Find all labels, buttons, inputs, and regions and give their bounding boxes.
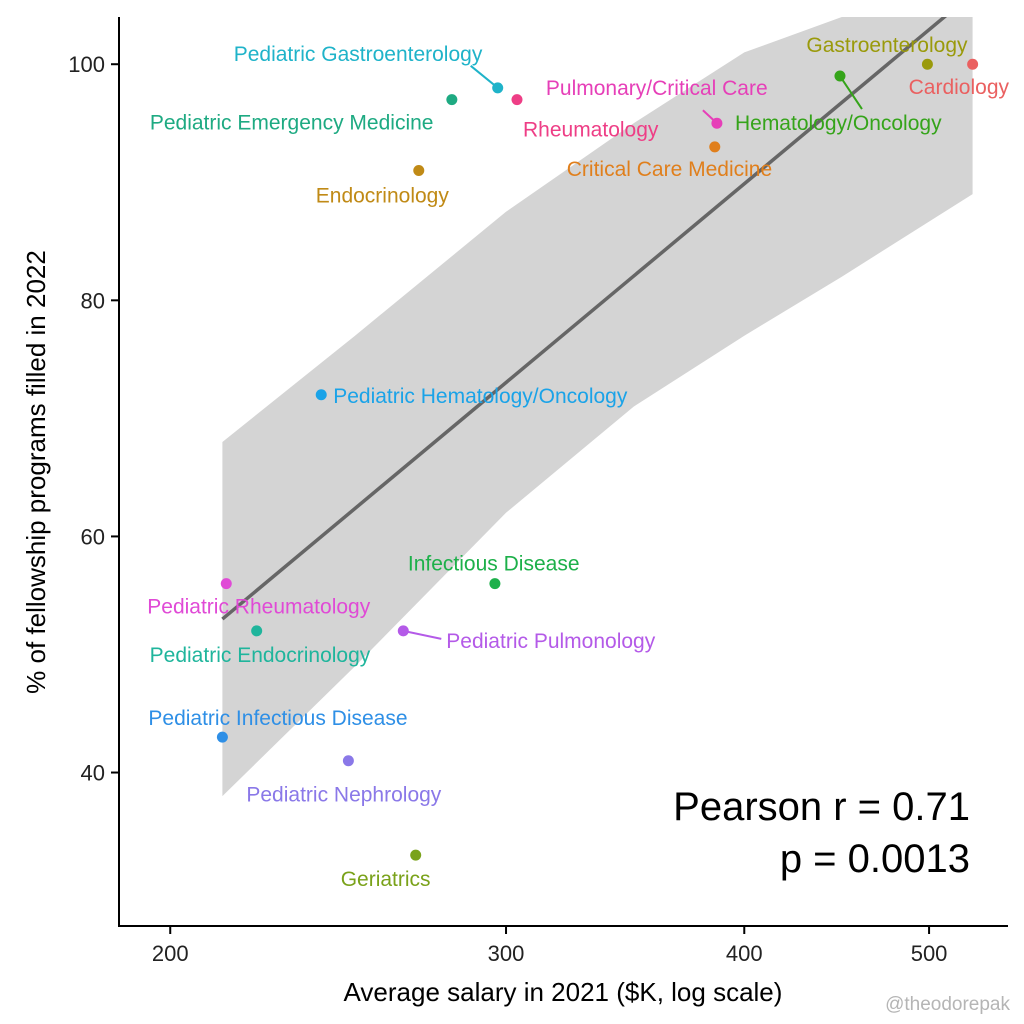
y-tick-label: 40: [81, 761, 105, 786]
data-point: [711, 117, 723, 129]
point-label: Infectious Disease: [408, 553, 580, 576]
point-label: Gastroenterology: [806, 34, 968, 57]
point-label: Pediatric Endocrinology: [150, 644, 371, 667]
p-value-annotation: p = 0.0013: [780, 837, 970, 881]
data-point: [446, 94, 458, 106]
label-leader-line: [839, 75, 863, 110]
y-tick-label: 100: [68, 52, 105, 77]
x-axis-title: Average salary in 2021 ($K, log scale): [344, 977, 783, 1007]
y-ticks-layer: 40 60 80 100: [68, 52, 119, 786]
confidence-band-layer: [222, 17, 973, 797]
point-label: Pediatric Gastroenterology: [234, 43, 483, 66]
data-point: [342, 755, 354, 767]
pearson-r-annotation: Pearson r = 0.71: [673, 785, 970, 829]
x-tick-label: 500: [911, 941, 948, 966]
point-label: Cardiology: [909, 76, 1010, 99]
points-layer: [216, 58, 979, 861]
fit-line-layer: [221, 17, 948, 621]
x-ticks-layer: 200 300 400 500: [152, 926, 948, 966]
data-point: [709, 141, 721, 153]
x-tick-label: 400: [726, 941, 763, 966]
point-label: Rheumatology: [523, 119, 659, 142]
data-point: [216, 731, 228, 743]
label-leader-line: [403, 629, 442, 640]
regression-line: [221, 17, 948, 621]
point-label: Pediatric Emergency Medicine: [150, 112, 434, 135]
credit-text: @theodorepak: [885, 994, 1010, 1015]
confidence-band: [222, 17, 973, 797]
point-label: Endocrinology: [316, 184, 450, 207]
data-point: [492, 82, 504, 94]
data-point: [413, 164, 425, 176]
point-labels-layer: Pediatric Gastroenterology Pediatric Emer…: [147, 34, 1009, 891]
point-label: Critical Care Medicine: [567, 158, 772, 181]
point-label: Pediatric Nephrology: [246, 784, 441, 807]
point-label: Pediatric Pulmonology: [446, 630, 655, 653]
data-point: [489, 578, 501, 590]
data-point: [921, 58, 933, 70]
y-tick-label: 60: [81, 524, 105, 549]
axes: [118, 17, 1008, 927]
data-point: [397, 625, 409, 637]
point-label: Pediatric Rheumatology: [147, 596, 370, 619]
data-point: [511, 94, 523, 106]
data-point: [967, 58, 979, 70]
data-point: [220, 578, 232, 590]
label-leader-line: [470, 65, 499, 89]
x-tick-label: 200: [152, 941, 189, 966]
point-label: Pulmonary/Critical Care: [546, 77, 768, 100]
data-point: [410, 849, 422, 861]
y-tick-label: 80: [81, 288, 105, 313]
y-axis-title: % of fellowship programs filled in 2022: [21, 250, 51, 694]
data-point: [315, 389, 327, 401]
data-point: [251, 625, 263, 637]
data-point: [834, 70, 846, 82]
point-label: Pediatric Hematology/Oncology: [333, 385, 628, 408]
point-label: Pediatric Infectious Disease: [148, 707, 407, 730]
x-tick-label: 300: [488, 941, 525, 966]
point-label: Geriatrics: [341, 868, 431, 891]
point-label: Hematology/Oncology: [735, 112, 942, 135]
